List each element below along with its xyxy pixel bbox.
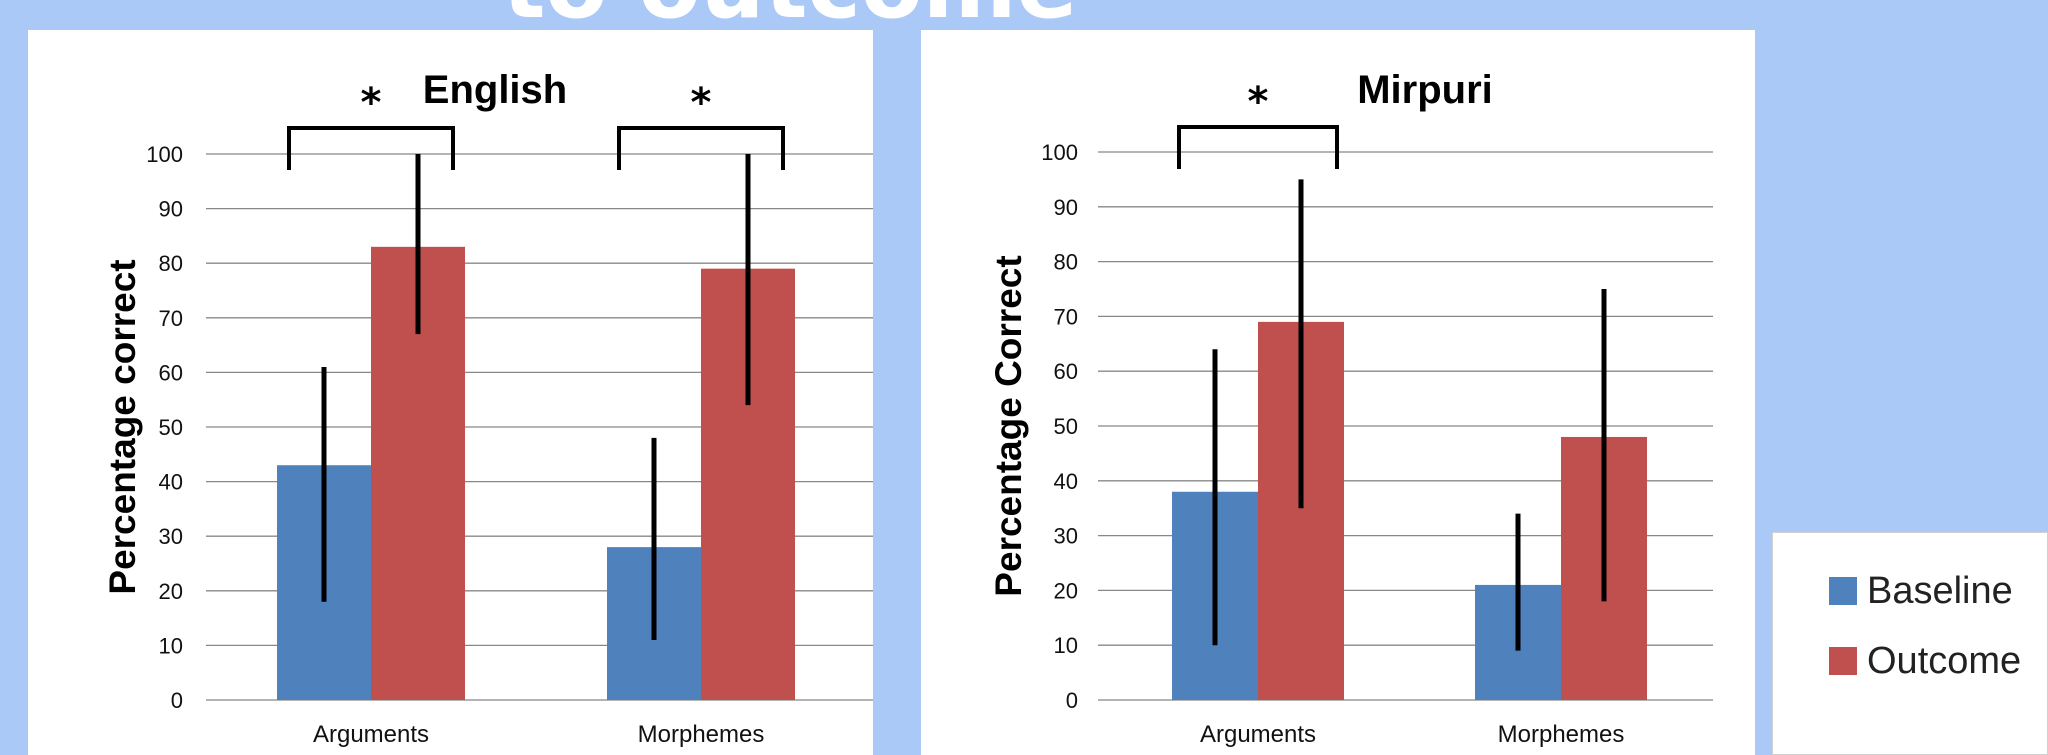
y-tick-label: 30 [1054, 524, 1078, 549]
y-tick-label: 10 [1054, 633, 1078, 658]
y-tick-label: 50 [159, 415, 183, 440]
y-axis-title: Percentage correct [102, 259, 143, 594]
y-tick-label: 70 [159, 306, 183, 331]
y-tick-label: 0 [171, 688, 183, 713]
x-category-label: Arguments [313, 721, 429, 748]
significance-bracket [287, 126, 455, 170]
chart-panel-english: 0 10 20 30 40 50 60 70 80 90 100 Percentage correct… [28, 30, 873, 755]
y-tick-label: 60 [1054, 359, 1078, 384]
legend-label-baseline: Baseline [1867, 569, 2013, 612]
y-tick-label: 50 [1054, 414, 1078, 439]
x-category-label: Arguments [1200, 721, 1316, 748]
y-tick-label: 30 [159, 524, 183, 549]
significance-star: * [361, 80, 382, 126]
chart-title: English [423, 68, 567, 112]
legend-swatch-outcome [1829, 647, 1857, 675]
significance-star: * [1248, 79, 1269, 125]
y-tick-label: 0 [1066, 688, 1078, 713]
y-tick-label: 80 [1054, 250, 1078, 275]
chart-panel-mirpuri: 0 10 20 30 40 50 60 70 80 90 100 Percentage Correct… [921, 30, 1755, 755]
significance-star: * [691, 80, 712, 126]
english-chart: 0 10 20 30 40 50 60 70 80 90 100 Percentage correct… [102, 68, 873, 748]
x-category-label: Morphemes [638, 721, 765, 748]
legend-item-outcome: Outcome [1829, 639, 2021, 683]
legend-item-baseline: Baseline [1829, 569, 2013, 613]
chart-title: Mirpuri [1357, 68, 1493, 112]
legend-label-outcome: Outcome [1867, 639, 2022, 682]
significance-bracket [1177, 125, 1339, 169]
significance-bracket [617, 126, 785, 170]
y-axis-title: Percentage Correct [988, 255, 1029, 596]
y-tick-label: 90 [159, 197, 183, 222]
slide-title: to outcome [0, 0, 1580, 32]
y-tick-label: 80 [159, 251, 183, 276]
y-tick-label: 20 [1054, 578, 1078, 603]
y-tick-label: 20 [159, 579, 183, 604]
y-tick-label: 10 [159, 633, 183, 658]
y-tick-label: 70 [1054, 304, 1078, 329]
y-tick-label: 100 [1041, 140, 1078, 165]
y-tick-label: 60 [159, 360, 183, 385]
y-tick-label: 100 [146, 142, 183, 167]
legend-swatch-baseline [1829, 577, 1857, 605]
y-tick-label: 90 [1054, 195, 1078, 220]
x-category-label: Morphemes [1498, 721, 1625, 748]
y-tick-label: 40 [159, 470, 183, 495]
y-tick-label: 40 [1054, 469, 1078, 494]
mirpuri-chart: 0 10 20 30 40 50 60 70 80 90 100 Percentage Correct… [988, 68, 1713, 748]
chart-legend: Baseline Outcome [1772, 532, 2048, 755]
